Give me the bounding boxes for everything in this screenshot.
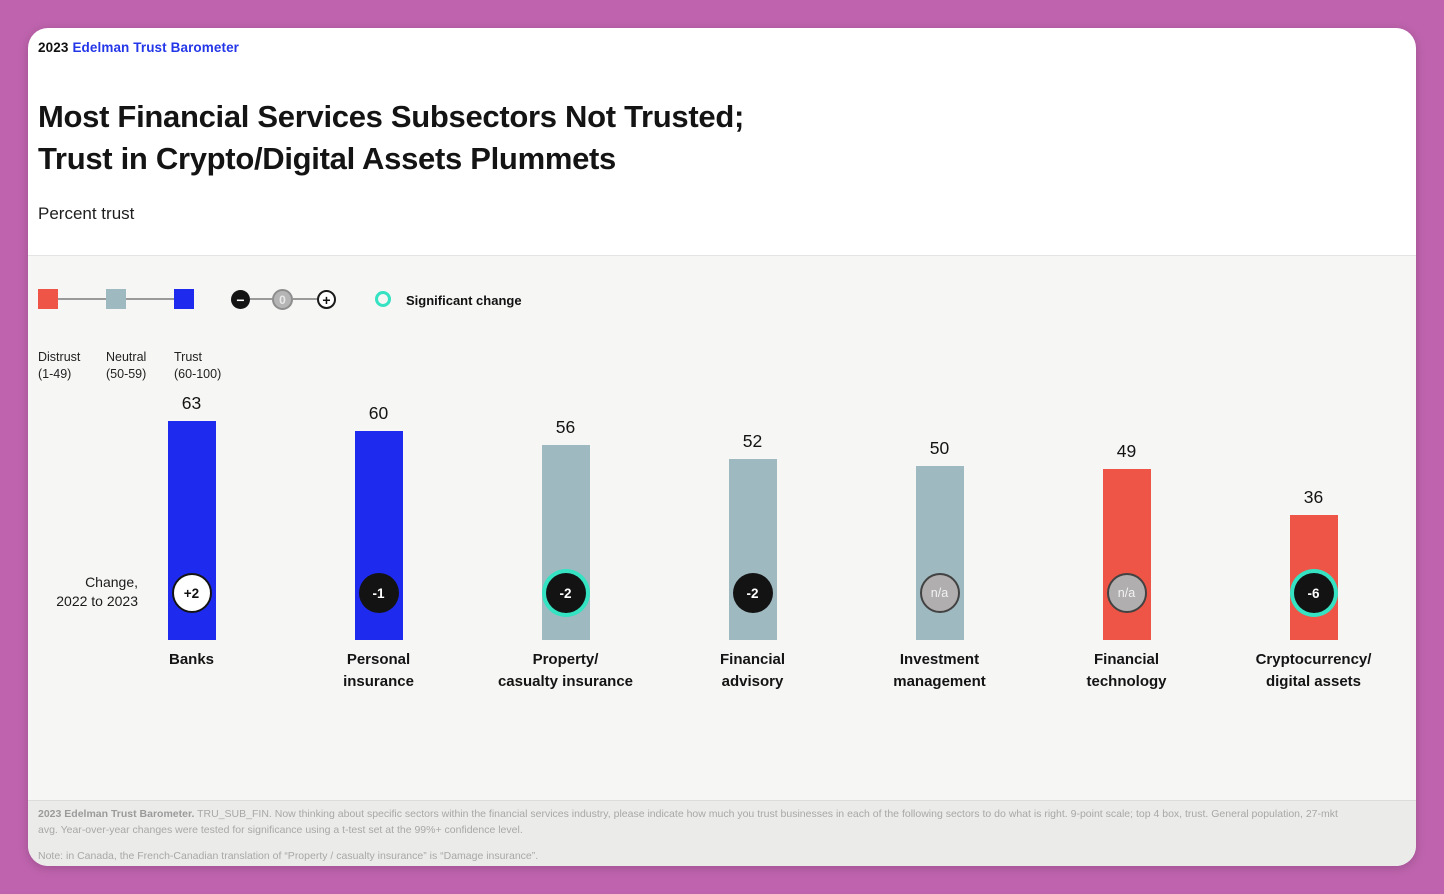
chart-subtitle: Percent trust xyxy=(38,204,135,223)
source-note: 2023 Edelman Trust Barometer. TRU_SUB_FI… xyxy=(38,807,1348,838)
legend-neutral-label: Neutral (50-59) xyxy=(106,350,147,381)
brand-year: 2023 xyxy=(38,40,69,55)
legend-neutral-swatch xyxy=(106,289,126,309)
canada-note: Note: in Canada, the French-Canadian tra… xyxy=(38,850,539,862)
bar-value: 52 xyxy=(742,431,763,451)
legend-connector-line xyxy=(250,298,272,300)
bar-group-personal-insurance: 60 -1 xyxy=(285,403,472,640)
plus-change-icon: + xyxy=(317,290,336,309)
bar xyxy=(1102,469,1151,640)
bars-row: 63 +2 60 -1 56 -2 52 -2 xyxy=(98,393,1407,640)
category-label: Financial technology xyxy=(1086,651,1167,690)
change-badge: -1 xyxy=(358,573,399,613)
category-label: Investment management xyxy=(893,651,986,690)
bar-value: 50 xyxy=(929,438,950,458)
change-badge: -2 xyxy=(545,573,586,613)
legend-connector-line xyxy=(58,298,106,300)
slide-card: 2023 Edelman Trust Barometer Most Financi… xyxy=(28,28,1416,866)
legend-connector-line xyxy=(293,298,317,300)
category-label: Property/casualty insurance xyxy=(497,651,634,690)
bar-value: 49 xyxy=(1116,441,1137,461)
bar-value: 56 xyxy=(555,417,576,437)
bar-group-investment-management: 50 n/a xyxy=(846,438,1033,640)
legend-trust-swatch xyxy=(174,289,194,309)
change-badge: +2 xyxy=(171,573,212,613)
category-label: Financial advisory xyxy=(719,651,786,690)
bar xyxy=(915,466,964,640)
brand-name: Edelman Trust Barometer xyxy=(72,40,240,55)
bar-value: 36 xyxy=(1303,487,1324,507)
bar-value: 63 xyxy=(181,393,202,413)
change-badge: -6 xyxy=(1293,573,1334,613)
brand-header: 2023 Edelman Trust Barometer xyxy=(38,40,239,55)
change-badge: -2 xyxy=(732,573,773,613)
category-label: Cryptocurrency/digital assets xyxy=(1255,651,1372,690)
change-badge: n/a xyxy=(919,573,960,613)
legend-distrust-swatch xyxy=(38,289,58,309)
page-title: Most Financial Services Subsectors Not T… xyxy=(38,96,1238,180)
legend-distrust-label: Distrust (1-49) xyxy=(38,350,81,381)
footnote-bar: 2023 Edelman Trust Barometer. TRU_SUB_FI… xyxy=(28,800,1416,866)
legend-connector-line xyxy=(126,298,174,300)
bar-group-cryptocurrency: 36 -6 xyxy=(1220,487,1407,640)
source-note-bold: 2023 Edelman Trust Barometer. xyxy=(38,808,195,820)
bar-group-financial-advisory: 52 -2 xyxy=(659,431,846,640)
bar-group-financial-technology: 49 n/a xyxy=(1033,441,1220,640)
zero-change-icon: 0 xyxy=(272,289,293,310)
source-note-rest: TRU_SUB_FIN. Now thinking about specific… xyxy=(38,808,1338,836)
category-label: Banks xyxy=(168,651,215,668)
title-line-2: Trust in Crypto/Digital Assets Plummets xyxy=(38,141,616,176)
significant-change-ring-icon xyxy=(375,291,391,307)
chart-section: Distrust (1-49) Neutral (50-59) Trust (60-1… xyxy=(28,255,1416,801)
minus-change-icon: − xyxy=(231,290,250,309)
legend-trust-label: Trust (60-100) xyxy=(174,350,222,381)
change-axis-label: Change, 2022 to 2023 xyxy=(56,574,138,609)
bar-plot: Change, 2022 to 2023 63 +2 60 -1 56 -2 xyxy=(28,256,1416,640)
chart-legend: Distrust (1-49) Neutral (50-59) Trust (60-1… xyxy=(38,289,658,389)
category-labels-row: Banks Personal insurance Property/casualt… xyxy=(98,649,1407,693)
title-line-1: Most Financial Services Subsectors Not T… xyxy=(38,99,744,134)
bar-value: 60 xyxy=(368,403,389,423)
significant-change-label: Significant change xyxy=(406,293,522,308)
bar-group-banks: 63 +2 xyxy=(98,393,285,640)
category-label: Personal insurance xyxy=(343,651,414,690)
change-badge: n/a xyxy=(1106,573,1147,613)
bar-group-property-casualty-insurance: 56 -2 xyxy=(472,417,659,640)
